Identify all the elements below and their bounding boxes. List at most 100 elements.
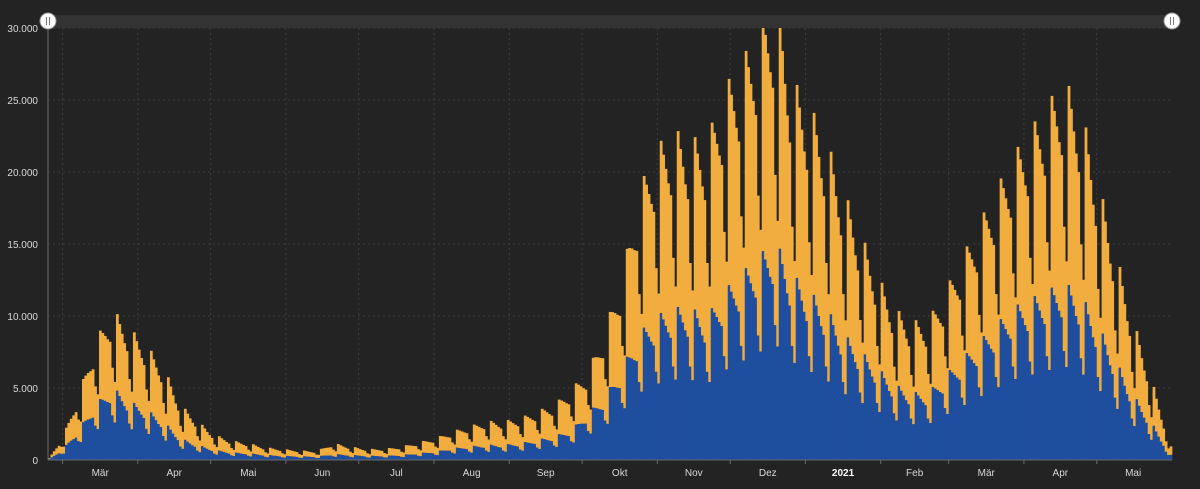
bar-upper: [574, 383, 578, 425]
bar-upper: [400, 451, 403, 457]
bar-lower: [701, 335, 704, 460]
range-handle-right[interactable]: [1163, 12, 1181, 30]
bar-lower: [975, 366, 979, 460]
bar-upper: [329, 447, 333, 456]
bar-lower: [652, 345, 656, 460]
bar-lower: [965, 353, 969, 460]
bar-lower: [708, 382, 712, 460]
bar-upper: [1118, 267, 1122, 368]
bar-lower: [159, 427, 163, 460]
bar-upper: [205, 431, 209, 449]
bar-lower: [795, 277, 799, 460]
bar-lower: [572, 442, 576, 460]
bar-upper: [586, 405, 590, 431]
bar-upper: [676, 131, 680, 308]
bar-upper: [489, 420, 493, 445]
bar-lower: [242, 454, 245, 460]
bar-lower: [960, 397, 964, 460]
bar-upper: [603, 379, 607, 421]
bar-lower: [1009, 338, 1013, 460]
bar-upper: [132, 332, 136, 403]
bar-upper: [965, 246, 969, 354]
bar-upper: [494, 424, 498, 447]
bar-lower: [409, 454, 413, 460]
bar-lower: [254, 454, 258, 460]
bar-lower: [497, 447, 500, 460]
bar-lower: [557, 434, 561, 460]
bar-lower: [164, 440, 168, 460]
range-navigator[interactable]: [39, 12, 1181, 30]
bar-upper: [688, 263, 692, 367]
bar-upper: [463, 432, 466, 449]
bar-lower: [268, 455, 272, 460]
bar-lower: [426, 453, 430, 460]
bar-lower: [1082, 374, 1085, 460]
bar-upper: [417, 449, 420, 456]
bar-upper: [135, 341, 139, 408]
bar-lower: [67, 442, 71, 460]
bar-upper: [210, 437, 214, 452]
bar-upper: [705, 263, 709, 372]
bar-lower: [1111, 374, 1115, 460]
bar-upper: [533, 421, 537, 444]
bar-upper: [174, 403, 178, 438]
bar-upper: [992, 245, 996, 353]
bar-upper: [278, 450, 282, 457]
bar-lower: [1125, 394, 1129, 460]
bar-upper: [968, 252, 971, 357]
y-tick-label: 20.000: [7, 168, 38, 179]
bar-upper: [545, 412, 549, 440]
bar-lower: [288, 456, 292, 460]
bar-lower: [417, 455, 420, 460]
bar-upper: [764, 34, 767, 260]
bar-lower: [128, 423, 131, 460]
bar-lower: [346, 455, 350, 460]
bar-lower: [230, 455, 233, 460]
bar-lower: [380, 456, 384, 460]
bar-upper: [380, 450, 384, 457]
bar-upper: [242, 444, 245, 455]
bar-upper: [487, 439, 491, 452]
bar-lower: [528, 442, 532, 460]
bar-lower: [1162, 445, 1166, 460]
bar-lower: [955, 377, 959, 460]
bar-lower: [548, 440, 551, 460]
bar-lower: [817, 316, 821, 460]
bar-lower: [1023, 325, 1027, 460]
bar-upper: [1036, 135, 1039, 304]
bar-lower: [443, 450, 447, 460]
bar-upper: [261, 449, 265, 456]
bar-upper: [227, 443, 231, 454]
bar-lower: [305, 456, 309, 460]
bar-lower: [1021, 318, 1025, 460]
bar-upper: [616, 314, 619, 388]
bar-upper: [256, 446, 260, 455]
bar-upper: [484, 436, 488, 451]
bar-lower: [1150, 439, 1153, 460]
bar-upper: [892, 366, 896, 414]
bar-lower: [997, 387, 1000, 460]
bar-upper: [324, 447, 328, 456]
range-handle-left[interactable]: [39, 12, 57, 30]
bar-upper: [543, 410, 547, 440]
bar-upper: [293, 451, 296, 457]
bar-upper: [181, 431, 185, 449]
bar-lower: [390, 455, 394, 460]
bar-lower: [623, 408, 627, 460]
bar-lower: [334, 456, 338, 460]
bar-lower: [890, 396, 894, 460]
bar-upper: [778, 16, 782, 249]
bar-lower: [142, 417, 146, 460]
bar-upper: [752, 101, 755, 292]
bar-lower: [555, 446, 559, 460]
bar-lower: [130, 429, 134, 460]
bar-upper: [744, 50, 748, 269]
bar-upper: [154, 367, 158, 421]
bar-upper: [693, 137, 697, 310]
x-tick-label: Apr: [1053, 468, 1069, 479]
bar-lower: [761, 251, 765, 460]
bar-lower: [52, 455, 56, 460]
bar-lower: [344, 455, 347, 460]
bar-upper: [251, 444, 255, 454]
bar-upper: [951, 284, 954, 373]
